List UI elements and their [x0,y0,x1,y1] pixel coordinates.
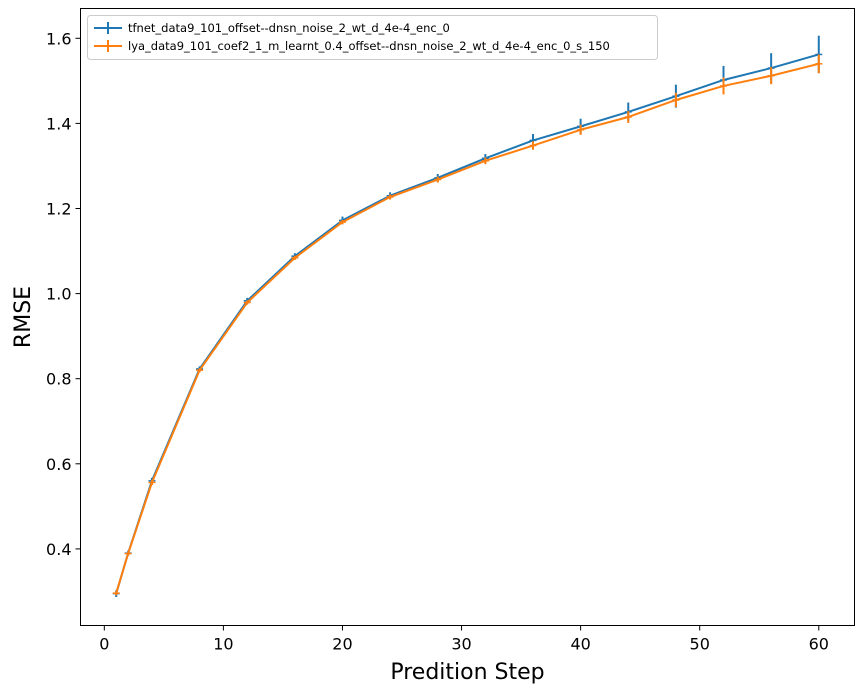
y-tick-label: 0.6 [46,455,71,474]
legend-entry-1: tfnet_data9_101_offset--dnsn_noise_2_wt_… [94,21,450,35]
legend: tfnet_data9_101_offset--dnsn_noise_2_wt_… [87,15,658,60]
y-tick-label: 1.4 [46,114,71,133]
y-tick-label: 1.0 [46,285,71,304]
series-line [115,53,820,594]
plot-frame [80,8,855,626]
y-tick-label: 0.4 [46,540,71,559]
x-tick-label: 30 [451,635,471,654]
x-axis-ticks: 0 10 20 30 40 50 60 [99,625,829,654]
x-tick-label: 60 [809,635,829,654]
x-tick-label: 40 [570,635,590,654]
y-tick-label: 0.8 [46,370,71,389]
y-tick-label: 1.6 [46,29,71,48]
y-axis-title: RMSE [11,286,36,348]
series-2 [112,54,823,596]
x-tick-label: 20 [332,635,352,654]
x-tick-label: 50 [690,635,710,654]
series-1 [112,35,823,597]
series-line [115,62,820,594]
legend-label: lya_data9_101_coef2_1_m_learnt_0.4_offse… [128,39,610,53]
legend-label: tfnet_data9_101_offset--dnsn_noise_2_wt_… [128,21,450,35]
x-tick-label: 10 [213,635,233,654]
legend-box [87,15,658,60]
x-tick-label: 0 [99,635,109,654]
y-tick-label: 1.2 [46,199,71,218]
plot-marks [112,35,823,597]
x-axis-title: Predition Step [390,660,544,685]
y-axis-ticks: 0.4 0.6 0.8 1.0 1.2 1.4 1.6 [46,29,81,559]
legend-entry-2: lya_data9_101_coef2_1_m_learnt_0.4_offse… [94,39,610,53]
